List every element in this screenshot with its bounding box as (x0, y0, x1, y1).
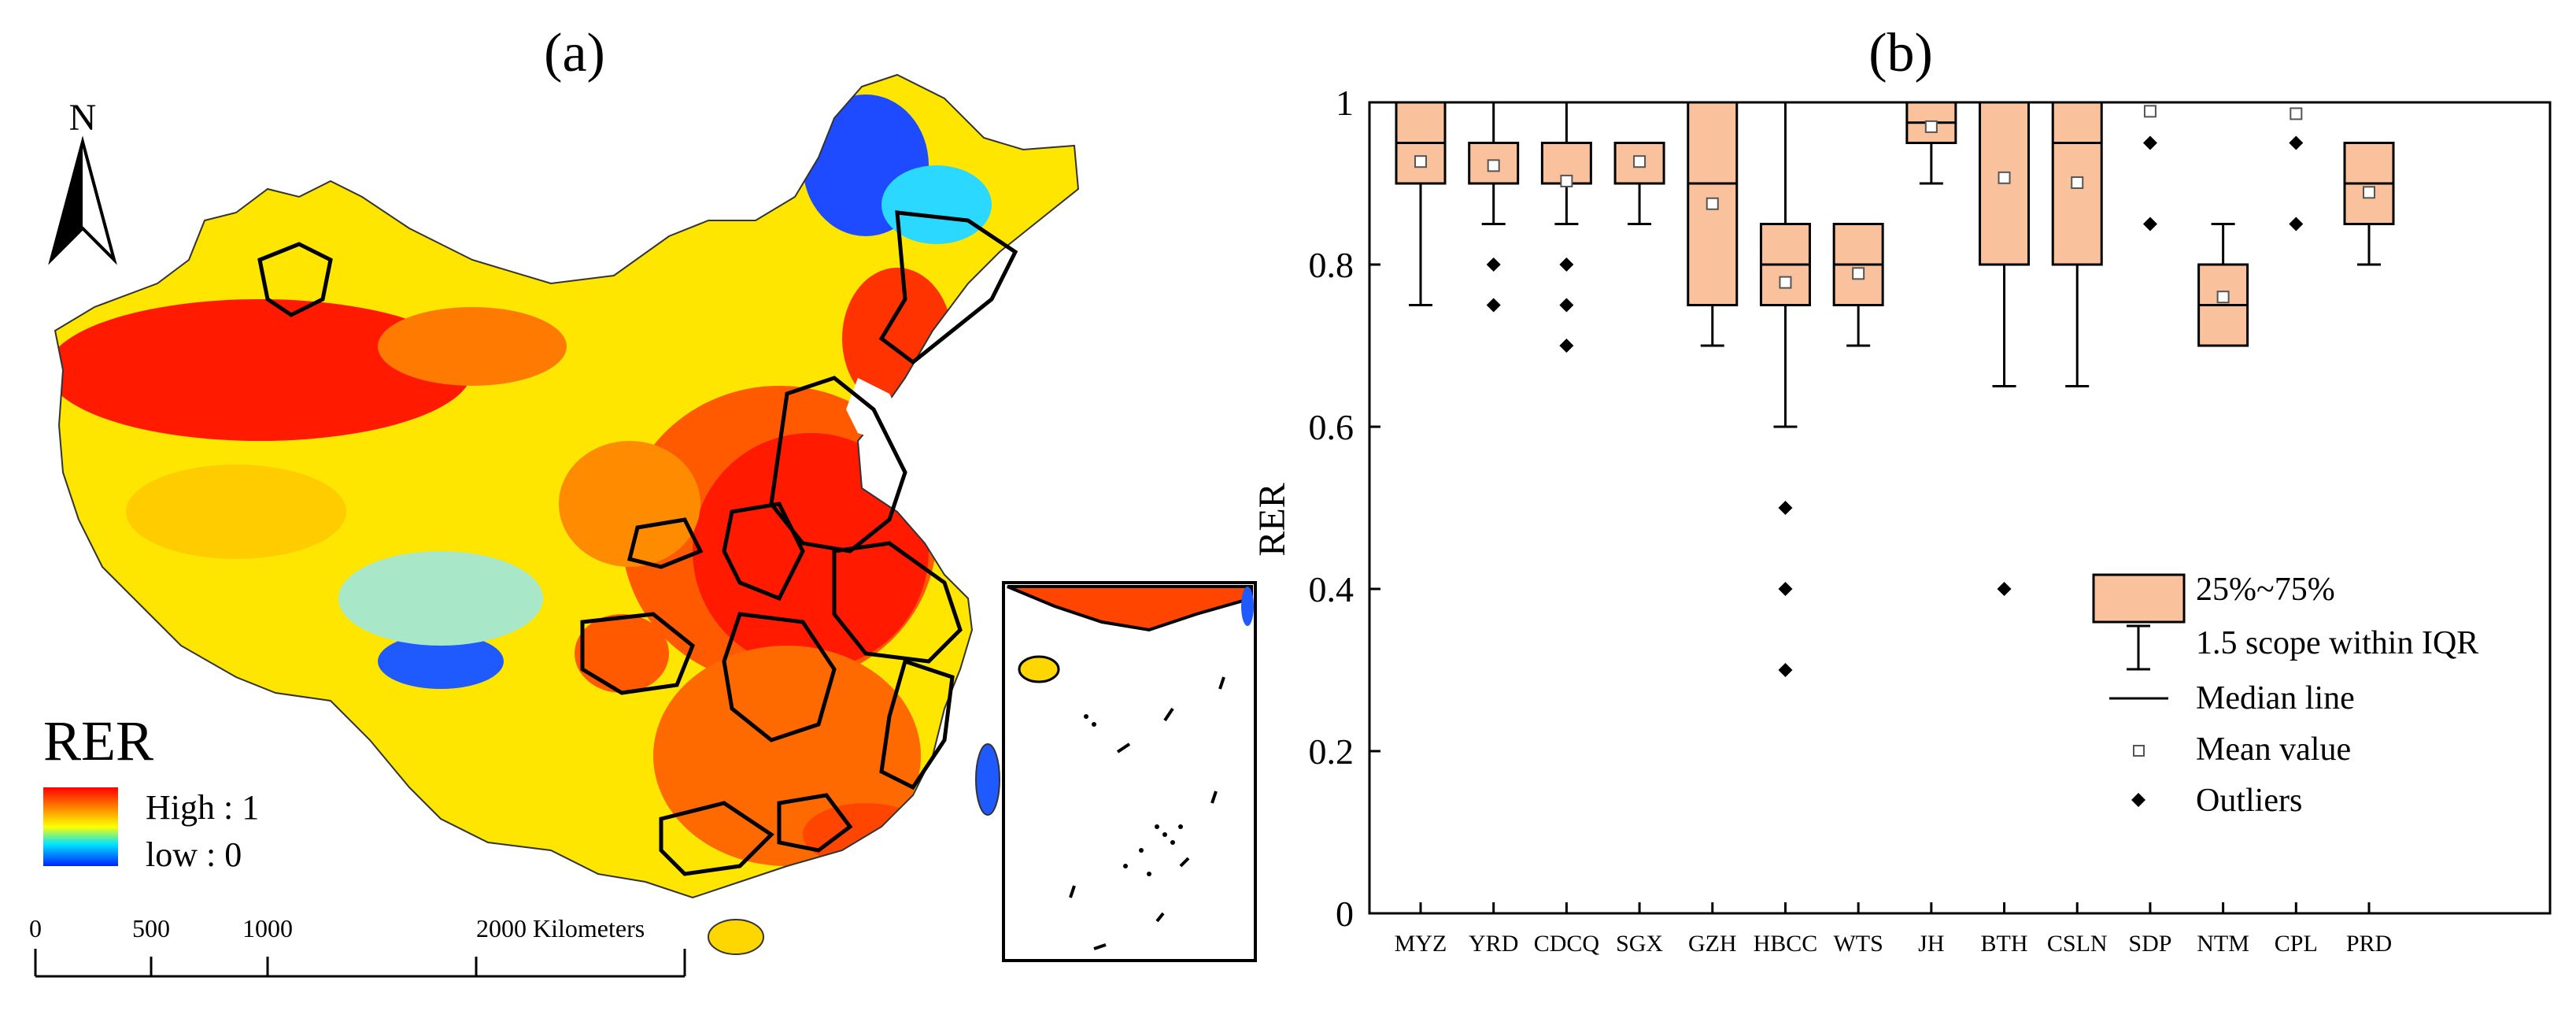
y-axis-title: RER (1251, 483, 1293, 556)
x-tick-label: SGX (1616, 931, 1663, 957)
y-tick-label: 1 (1336, 83, 1354, 123)
outlier-point (1486, 298, 1501, 313)
y-tick-label: 0 (1336, 894, 1354, 934)
legend-median-label: Median line (2196, 680, 2355, 716)
outlier-point (1997, 582, 2012, 596)
x-tick-label: SDP (2128, 931, 2171, 957)
mean-marker (2216, 291, 2230, 304)
box-cdcq (1540, 101, 1592, 353)
north-arrow: N (48, 97, 117, 265)
box-sgx (1613, 142, 1665, 225)
x-tick-label: JH (1918, 931, 1944, 957)
legend-outlier-label: Outliers (2196, 783, 2302, 819)
x-tick-label: YRD (1469, 931, 1518, 957)
mean-marker (2290, 107, 2303, 120)
north-arrow-letter: N (69, 97, 97, 139)
legend-whisker-label: 1.5 scope within IQR (2196, 625, 2478, 661)
legend-outlier-icon (2131, 793, 2145, 807)
x-tick-label: PRD (2346, 931, 2392, 957)
panel-b: (b) RER 0 0.2 0.4 0.6 0.8 1 MYZ YRD CDCQ SGX GZH H… (1251, 23, 2552, 957)
box-yrd (1468, 101, 1520, 313)
box-wts (1832, 223, 1884, 347)
box-ntm (2197, 223, 2249, 347)
scale-bar: 0 500 1000 2000 Kilometers (29, 914, 686, 978)
legend-mean-label: Mean value (2196, 731, 2351, 768)
plot-frame (1368, 101, 2552, 915)
box-sdp (2125, 101, 2175, 231)
mean-marker (1924, 120, 1938, 133)
y-axis: 0 0.2 0.4 0.6 0.8 1 (1309, 83, 1380, 934)
x-tick-label: NTM (2197, 931, 2249, 957)
x-tick-label: MYZ (1395, 931, 1447, 957)
y-tick-label: 0.4 (1309, 569, 1355, 609)
x-tick-label: BTH (1981, 931, 2028, 957)
panel-a-label: (a) (544, 23, 605, 83)
outlier-point (2289, 135, 2304, 150)
box-csln (2051, 101, 2103, 387)
legend-box-label: 25%~75% (2196, 572, 2335, 608)
mean-marker (1487, 159, 1500, 172)
color-ramp (43, 787, 118, 866)
outlier-point (2289, 217, 2304, 231)
box-hbcc (1759, 101, 1811, 677)
inset-map (1002, 581, 1257, 962)
mean-marker (1706, 197, 1719, 210)
outlier-point (1778, 501, 1793, 515)
x-tick-label: WTS (1833, 931, 1883, 957)
x-tick-label: CPL (2275, 931, 2318, 957)
x-axis: MYZ YRD CDCQ SGX GZH HBCC WTS JH BTH CSLN SDP NTM CP… (1395, 902, 2392, 957)
agglomeration-outlines (257, 210, 1018, 876)
outlier-point (1559, 257, 1574, 272)
legend-mean-icon (2133, 745, 2145, 757)
y-tick-label: 0.8 (1309, 245, 1355, 285)
box-gzh (1687, 101, 1739, 347)
x-tick-label: GZH (1688, 931, 1737, 957)
box-series (1395, 101, 2395, 677)
mean-marker (2143, 105, 2157, 118)
plot-area: 0 0.2 0.4 0.6 0.8 1 MYZ YRD CDCQ SGX GZH HBCC WTS JH… (1309, 83, 2552, 957)
legend-box-swatch (2092, 573, 2186, 624)
mean-marker (2363, 186, 2375, 199)
scale-tick-1000: 1000 (242, 914, 293, 942)
scale-tick-0: 0 (29, 914, 42, 942)
x-tick-label: CDCQ (1534, 931, 1600, 957)
panel-a: (a) N (29, 23, 1257, 978)
mean-marker (1852, 267, 1865, 280)
x-tick-label: CSLN (2047, 931, 2108, 957)
y-tick-label: 0.2 (1309, 731, 1355, 772)
outlier-point (1486, 257, 1501, 272)
mean-marker (1560, 174, 1573, 187)
scale-tick-2000: 2000 Kilometers (476, 914, 645, 942)
legend-title: RER (43, 709, 153, 772)
legend-whisker-icon (2127, 624, 2150, 671)
legend-low-label: low : 0 (146, 835, 242, 874)
mean-marker (1414, 155, 1427, 168)
mean-marker (1779, 276, 1792, 289)
china-map (54, 73, 1080, 955)
map-legend: RER High : 1 low : 0 (43, 709, 259, 874)
legend-high-label: High : 1 (146, 788, 259, 827)
mean-marker (2071, 176, 2084, 189)
boxplot-legend: 25%~75% 1.5 scope within IQR Median line… (2092, 572, 2478, 819)
outlier-point (2142, 217, 2157, 231)
panel-b-label: (b) (1868, 23, 1933, 83)
box-myz (1395, 101, 1447, 306)
mean-marker (1633, 155, 1646, 168)
x-tick-label: HBCC (1754, 931, 1818, 957)
mean-marker (1998, 171, 2011, 184)
box-cpl (2271, 101, 2321, 231)
scale-tick-500: 500 (132, 914, 170, 942)
outlier-point (1778, 582, 1793, 596)
box-prd (2343, 142, 2395, 266)
outlier-point (1559, 339, 1574, 353)
box-jh (1905, 101, 1957, 185)
y-tick-label: 0.6 (1309, 407, 1355, 447)
outlier-point (1559, 298, 1574, 313)
outlier-point (1778, 663, 1793, 677)
outlier-point (2142, 135, 2157, 150)
box-bth (1979, 101, 2031, 596)
